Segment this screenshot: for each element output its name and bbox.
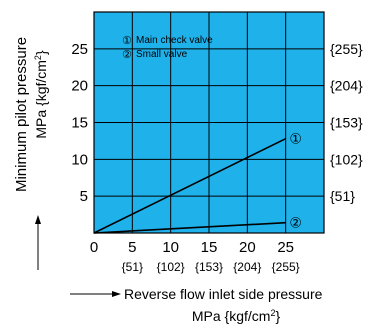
- y-secondary-tick-label: {102}: [330, 151, 363, 167]
- x-secondary-tick-label: {153}: [195, 260, 223, 274]
- legend-entry-1: Main check valve: [136, 35, 213, 46]
- x-secondary-tick-label: {51}: [122, 260, 143, 274]
- y-tick-label: 10: [71, 151, 88, 168]
- x-tick-label: 10: [162, 239, 179, 256]
- x-tick-label: 20: [239, 239, 256, 256]
- y-secondary-tick-label: {153}: [330, 115, 363, 131]
- y-tick-label: 25: [71, 41, 88, 58]
- x-secondary-tick-label: {204}: [233, 260, 261, 274]
- x-tick-label: 0: [90, 239, 98, 256]
- y-secondary-tick-label: {204}: [330, 78, 363, 94]
- series-line-1: [93, 137, 287, 234]
- y-axis-title: Minimum pilot pressure: [13, 37, 30, 192]
- y-axis-unit: MPa {kgf/cm2}: [33, 50, 49, 139]
- legend-marker-1: ①: [122, 35, 132, 47]
- legend-marker-2: ②: [122, 49, 132, 61]
- y-tick-label: 15: [71, 115, 88, 132]
- x-tick-label: 25: [277, 239, 294, 256]
- series-marker-2: ②: [289, 215, 302, 231]
- x-axis-unit: MPa {kgf/cm2}: [192, 308, 281, 324]
- x-tick-label: 15: [201, 239, 218, 256]
- x-axis-arrow-head: [112, 291, 121, 297]
- y-axis-arrow-head: [35, 215, 41, 224]
- legend-entry-2: Small valve: [136, 49, 188, 60]
- x-tick-label: 5: [128, 239, 136, 256]
- y-tick-label: 20: [71, 78, 88, 95]
- y-tick-label: 5: [80, 188, 88, 205]
- x-secondary-tick-label: {255}: [272, 260, 300, 274]
- y-secondary-tick-label: {255}: [330, 41, 363, 57]
- plot-frame: [93, 11, 325, 234]
- series-marker-1: ①: [289, 131, 302, 147]
- series-line-2: [93, 221, 286, 234]
- y-secondary-tick-label: {51}: [330, 188, 355, 204]
- x-secondary-tick-label: {102}: [157, 260, 185, 274]
- x-axis-title: Reverse flow inlet side pressure: [124, 286, 323, 302]
